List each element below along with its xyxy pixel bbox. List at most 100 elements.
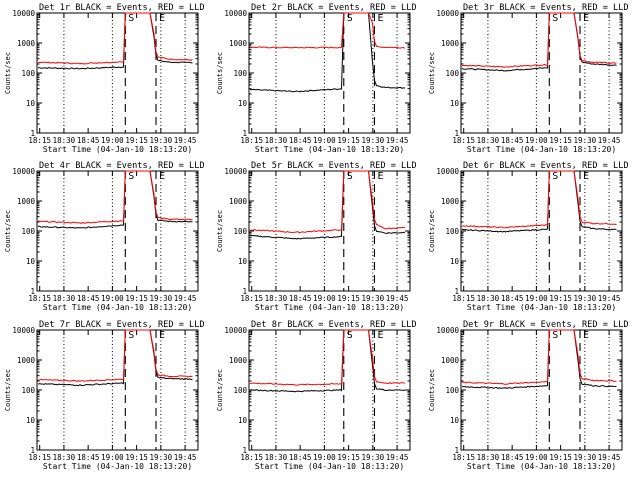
x-tick-label: 19:45 — [174, 453, 197, 462]
lld-series-line — [461, 170, 617, 229]
x-tick-label: 18:30 — [477, 453, 500, 462]
chart-panel: Det 7r BLACK = Events, RED = LLD 1 10 100 10… — [4, 320, 205, 471]
y-tick-label: 10000 — [12, 167, 35, 176]
x-axis-label: Start Time (04-Jan-10 18:13:20) — [255, 145, 404, 154]
plot-frame — [460, 329, 623, 451]
y-tick-label: 1 — [454, 446, 459, 455]
x-tick-label: 19:15 — [125, 136, 148, 145]
x-tick-label: 19:45 — [386, 294, 409, 303]
x-tick-label: 18:45 — [289, 136, 312, 145]
x-tick-label: 19:15 — [125, 453, 148, 462]
events-series-line — [461, 12, 617, 72]
chart-title: Det 1r BLACK = Events, RED = LLD — [39, 3, 205, 13]
x-tick-label: 19:30 — [574, 453, 597, 462]
chart-panel: Det 9r BLACK = Events, RED = LLD 1 10 100 10… — [428, 320, 629, 471]
y-tick-label: 1 — [454, 287, 459, 296]
chart-panel: Det 4r BLACK = Events, RED = LLD 1 10 100 10… — [4, 161, 205, 312]
x-tick-label: 19:30 — [574, 136, 597, 145]
x-tick-label: 19:15 — [337, 453, 360, 462]
y-axis-label: Counts/sec — [428, 369, 436, 411]
y-tick-label: 100 — [445, 386, 459, 395]
x-tick-label: 18:15 — [28, 294, 51, 303]
y-tick-label: 10000 — [436, 9, 459, 18]
y-axis-label: Counts/sec — [216, 369, 224, 411]
x-tick-label: 19:30 — [574, 294, 597, 303]
y-tick-label: 100 — [233, 69, 247, 78]
event-marker-label: E — [159, 330, 165, 341]
x-tick-label: 19:30 — [150, 294, 173, 303]
x-axis-label: Start Time (04-Jan-10 18:13:20) — [43, 303, 192, 312]
x-tick-label: 19:00 — [101, 294, 124, 303]
y-tick-label: 10 — [26, 99, 36, 108]
x-axis-label: Start Time (04-Jan-10 18:13:20) — [467, 145, 616, 154]
event-marker-label: S — [552, 330, 558, 341]
x-tick-label: 19:45 — [174, 136, 197, 145]
y-tick-label: 1000 — [229, 39, 248, 48]
event-marker-label: S — [552, 13, 558, 24]
x-tick-label: 19:30 — [362, 294, 385, 303]
chart-panel: Det 6r BLACK = Events, RED = LLD 1 10 100 10… — [428, 161, 629, 312]
y-tick-label: 1 — [30, 287, 35, 296]
event-marker-label: E — [583, 171, 589, 182]
event-marker-label: S — [552, 171, 558, 182]
y-tick-label: 1000 — [441, 39, 460, 48]
x-tick-label: 19:15 — [125, 294, 148, 303]
y-tick-label: 100 — [21, 227, 35, 236]
events-series-line — [249, 170, 406, 240]
y-axis-label: Counts/sec — [216, 210, 224, 252]
event-marker-label: E — [583, 330, 589, 341]
x-tick-label: 19:00 — [313, 136, 336, 145]
x-tick-label: 18:45 — [289, 453, 312, 462]
event-marker-label: S — [347, 330, 353, 341]
events-series-line — [38, 12, 193, 70]
y-tick-label: 100 — [445, 227, 459, 236]
y-tick-label: 10000 — [12, 326, 35, 335]
lld-series-line — [37, 329, 193, 382]
y-tick-label: 10 — [238, 99, 248, 108]
x-tick-label: 19:45 — [386, 453, 409, 462]
x-tick-label: 18:30 — [265, 294, 288, 303]
y-tick-label: 100 — [233, 386, 247, 395]
y-tick-label: 10000 — [436, 167, 459, 176]
x-tick-label: 19:15 — [337, 294, 360, 303]
x-tick-label: 19:00 — [313, 294, 336, 303]
events-series-line — [249, 329, 406, 393]
plot-frame — [36, 170, 199, 292]
event-marker-label: S — [128, 171, 134, 182]
x-tick-label: 18:15 — [240, 136, 263, 145]
chart-title: Det 7r BLACK = Events, RED = LLD — [39, 320, 205, 330]
chart-title: Det 4r BLACK = Events, RED = LLD — [39, 161, 205, 171]
y-tick-label: 100 — [233, 227, 247, 236]
x-tick-label: 19:30 — [362, 453, 385, 462]
chart-panel: Det 3r BLACK = Events, RED = LLD 1 10 100 10… — [428, 3, 629, 154]
x-tick-label: 19:15 — [337, 136, 360, 145]
x-tick-label: 18:30 — [53, 136, 76, 145]
x-tick-label: 18:45 — [289, 294, 312, 303]
event-marker-label: E — [377, 13, 383, 24]
x-tick-label: 18:30 — [265, 453, 288, 462]
x-tick-label: 19:00 — [313, 453, 336, 462]
y-tick-label: 1000 — [17, 356, 36, 365]
y-tick-label: 10 — [26, 257, 36, 266]
plot-frame — [36, 329, 199, 451]
x-axis-label: Start Time (04-Jan-10 18:13:20) — [43, 145, 192, 154]
chart-panel: Det 2r BLACK = Events, RED = LLD 1 10 100 10… — [216, 3, 417, 154]
plot-frame — [460, 12, 623, 134]
lld-series-line — [249, 170, 406, 234]
x-tick-label: 18:45 — [501, 453, 524, 462]
y-tick-label: 1000 — [17, 39, 36, 48]
chart-title: Det 2r BLACK = Events, RED = LLD — [251, 3, 417, 13]
x-tick-label: 18:15 — [452, 136, 475, 145]
y-axis-label: Counts/sec — [4, 210, 12, 252]
x-tick-label: 19:15 — [549, 294, 572, 303]
y-tick-label: 1000 — [441, 356, 460, 365]
y-tick-label: 10000 — [224, 167, 247, 176]
event-marker-label: S — [347, 13, 353, 24]
x-tick-label: 18:30 — [53, 453, 76, 462]
x-tick-label: 18:30 — [265, 136, 288, 145]
y-tick-label: 10 — [450, 416, 460, 425]
chart-title: Det 5r BLACK = Events, RED = LLD — [251, 161, 417, 171]
x-tick-label: 18:45 — [501, 136, 524, 145]
x-tick-label: 19:45 — [174, 294, 197, 303]
